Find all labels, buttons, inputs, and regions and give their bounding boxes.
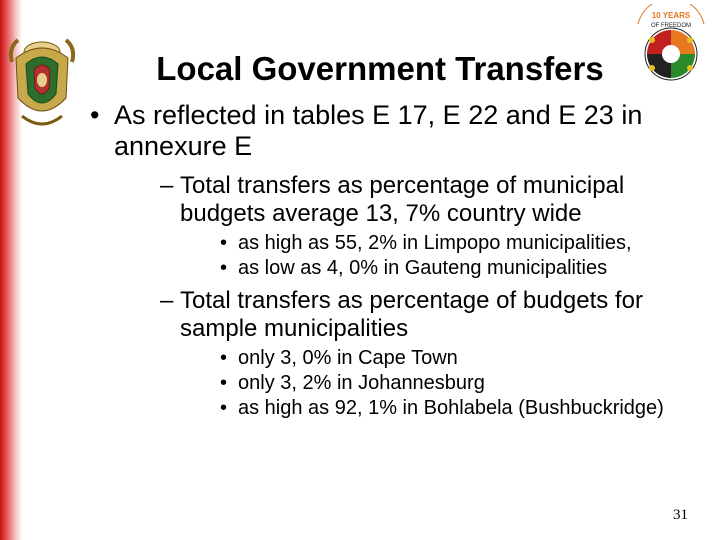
slide-title: Local Government Transfers: [50, 50, 710, 88]
bullet-list-level3: as high as 55, 2% in Limpopo municipalit…: [180, 231, 710, 281]
bullet-text: as high as 55, 2% in Limpopo municipalit…: [238, 232, 632, 254]
bullet-level3-item: only 3, 0% in Cape Town: [220, 346, 710, 371]
bullet-level3-item: as low as 4, 0% in Gauteng municipalitie…: [220, 256, 710, 281]
bullet-text: only 3, 0% in Cape Town: [238, 347, 458, 369]
bullet-list-level2: Total transfers as percentage of municip…: [114, 172, 710, 421]
bullet-text: only 3, 2% in Johannesburg: [238, 372, 485, 394]
bullet-text: Total transfers as percentage of budgets…: [180, 287, 643, 342]
anniversary-badge-icon: 10 YEARS OF FREEDOM: [630, 4, 712, 86]
bullet-text: Total transfers as percentage of municip…: [180, 172, 624, 227]
svg-text:10 YEARS: 10 YEARS: [652, 11, 691, 20]
bullet-level3-item: as high as 92, 1% in Bohlabela (Bushbuck…: [220, 396, 710, 421]
bullet-level1-item: As reflected in tables E 17, E 22 and E …: [90, 100, 710, 421]
bullet-level3-item: as high as 55, 2% in Limpopo municipalit…: [220, 231, 710, 256]
bullet-text: as low as 4, 0% in Gauteng municipalitie…: [238, 257, 607, 279]
bullet-list-level3: only 3, 0% in Cape Town only 3, 2% in Jo…: [180, 346, 710, 421]
bullet-list-level1: As reflected in tables E 17, E 22 and E …: [70, 100, 710, 421]
coat-of-arms-icon: [6, 28, 78, 136]
page-number: 31: [673, 507, 688, 524]
slide-content: Local Government Transfers As reflected …: [70, 50, 710, 427]
bullet-level2-item: Total transfers as percentage of municip…: [160, 172, 710, 281]
bullet-text: as high as 92, 1% in Bohlabela (Bushbuck…: [238, 397, 664, 419]
bullet-level3-item: only 3, 2% in Johannesburg: [220, 371, 710, 396]
bullet-text: As reflected in tables E 17, E 22 and E …: [114, 100, 642, 161]
bullet-level2-item: Total transfers as percentage of budgets…: [160, 287, 710, 421]
